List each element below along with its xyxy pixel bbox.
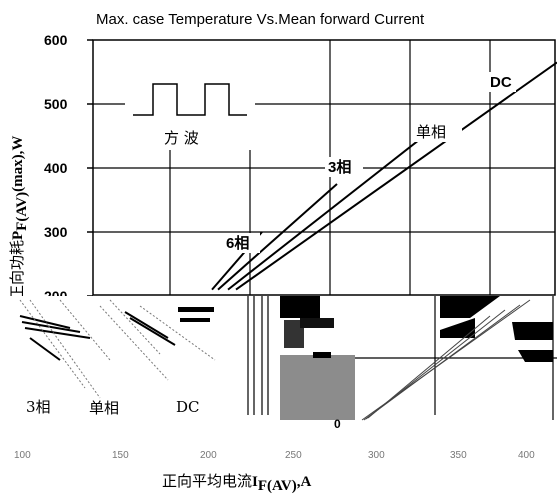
bottom-label-3-phase: 3相	[26, 398, 51, 416]
series-line-1	[217, 183, 338, 291]
x-axis-title-prefix: 正向平均电流	[162, 472, 252, 490]
x-axis-title-suffix: ,A	[297, 474, 312, 490]
y-axis-title: 正向功耗PF(AV)(max),W	[8, 136, 30, 300]
y-axis-title-suffix: (max),W	[10, 136, 26, 192]
series-line-2	[227, 138, 421, 291]
label-dc: DC	[490, 74, 512, 91]
x-tick-label: 300	[368, 450, 385, 461]
x-tick-label: 150	[112, 450, 129, 461]
x-tick-label: 200	[200, 450, 217, 461]
y-axis-ticks: 600500400300200	[44, 32, 93, 304]
y-tick-label: 400	[44, 160, 68, 176]
bottom-label-single-phase: 单相	[89, 399, 119, 417]
svg-text:正向功耗PF(AV)(max),W: 正向功耗PF(AV)(max),W	[8, 136, 30, 300]
y-tick-label: 500	[44, 96, 68, 112]
label-6-phase: 6相	[226, 234, 249, 252]
x-tick-label: 400	[518, 450, 535, 461]
x-tick-label: 350	[450, 450, 467, 461]
series-line-3	[235, 61, 557, 291]
x-axis-title: 正向平均电流IF(AV),A	[162, 472, 312, 494]
lower-glitch-region: 0	[0, 296, 557, 446]
x-tick-label: 250	[285, 450, 302, 461]
square-wave-icon: 方 波	[133, 83, 247, 150]
x-axis-title-symbol: I	[252, 474, 258, 490]
series-lines	[211, 61, 557, 291]
y-axis-title-prefix: 正向功耗	[8, 240, 26, 300]
y-axis-title-symbol: P	[10, 231, 26, 240]
x-tick-label: 100	[14, 450, 31, 461]
waveform-label: 方 波	[164, 129, 199, 147]
x-axis-title-sub: F(AV)	[258, 478, 297, 494]
y-tick-label: 600	[44, 32, 68, 48]
x-axis-ticks: 100 150 200 250 300 350 400	[14, 450, 535, 461]
y-axis-title-sub: F(AV)	[14, 192, 30, 231]
label-single-phase: 单相	[416, 123, 446, 141]
gray-block-tick: 0	[334, 417, 341, 431]
chart-title: Max. case Temperature Vs.Mean forward Cu…	[96, 11, 425, 28]
y-tick-label: 300	[44, 224, 68, 240]
gridlines	[93, 40, 555, 295]
label-3-phase: 3相	[328, 158, 351, 176]
bottom-label-dc: DC	[176, 398, 200, 416]
